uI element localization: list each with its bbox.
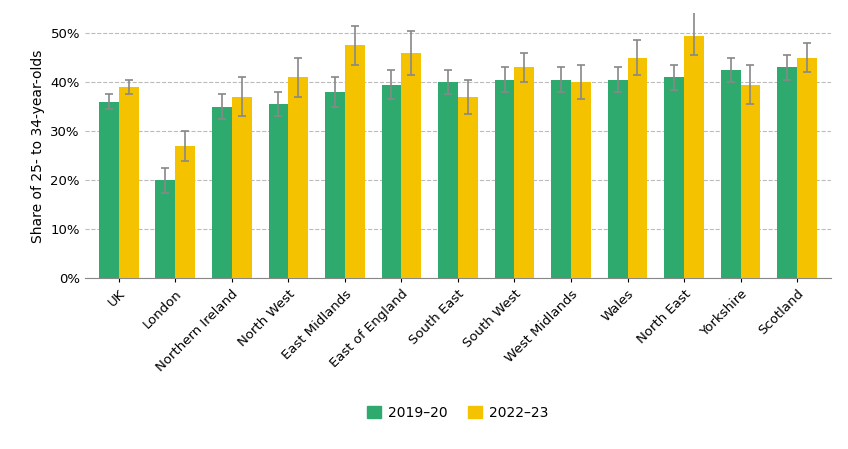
Bar <box>176 146 195 278</box>
Bar <box>494 80 515 278</box>
Bar <box>740 84 761 278</box>
Bar <box>458 97 477 278</box>
Bar <box>401 53 421 278</box>
Bar <box>684 35 704 278</box>
Bar <box>571 82 591 278</box>
Bar <box>269 104 288 278</box>
Legend: 2019–20, 2022–23: 2019–20, 2022–23 <box>361 400 555 425</box>
Bar <box>515 67 534 278</box>
Bar <box>608 80 628 278</box>
Bar <box>212 107 232 278</box>
Bar <box>797 57 817 278</box>
Bar <box>664 77 684 278</box>
Bar <box>721 70 740 278</box>
Bar <box>628 57 647 278</box>
Bar <box>382 84 401 278</box>
Bar <box>551 80 571 278</box>
Bar <box>345 45 365 278</box>
Y-axis label: Share of 25- to 34-year-olds: Share of 25- to 34-year-olds <box>31 49 45 242</box>
Bar <box>119 87 138 278</box>
Bar <box>288 77 308 278</box>
Bar <box>325 92 345 278</box>
Bar <box>232 97 252 278</box>
Bar <box>155 180 176 278</box>
Bar <box>438 82 458 278</box>
Bar <box>778 67 797 278</box>
Bar <box>99 102 119 278</box>
